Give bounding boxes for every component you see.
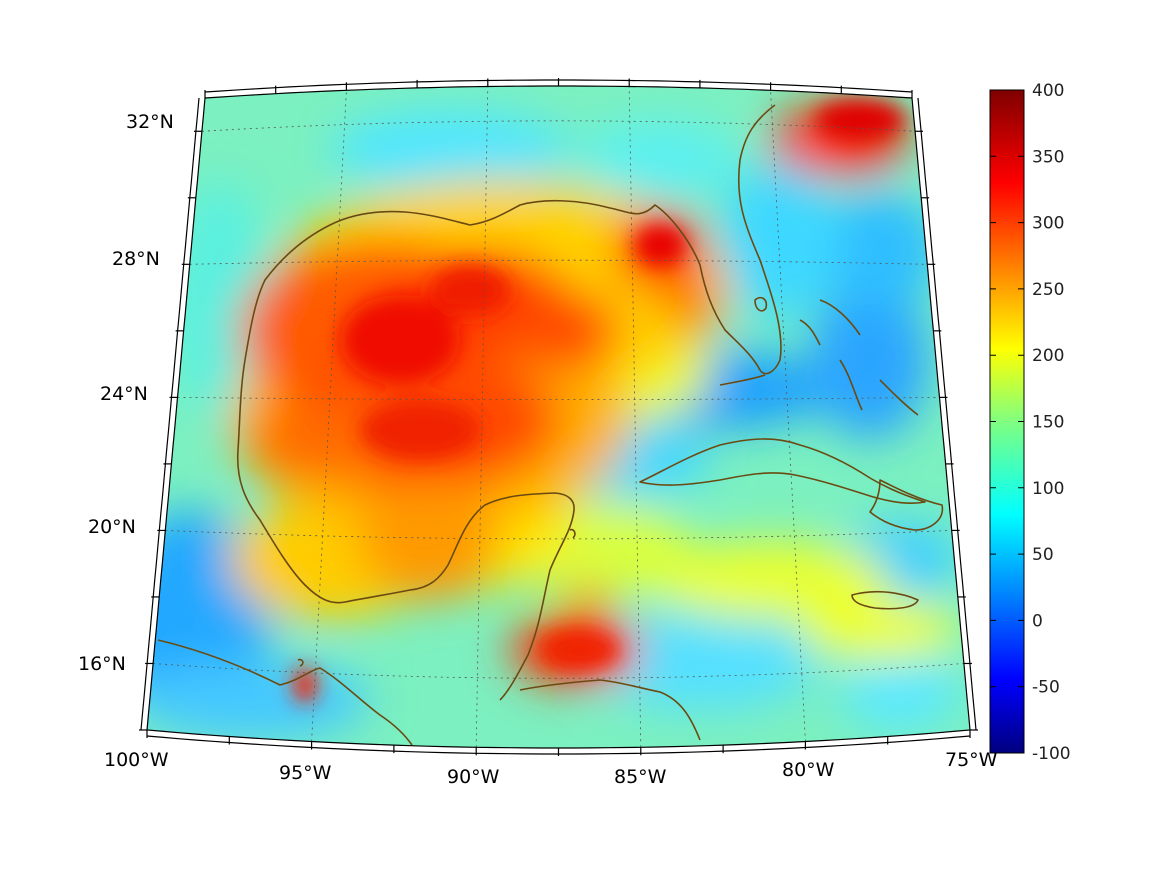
lon-tick-label: 95°W: [279, 762, 332, 784]
colorbar-tick-label: 350: [1032, 147, 1064, 167]
colorbar-tick-label: 400: [1032, 81, 1064, 101]
colorbar-tick-label: -100: [1032, 744, 1071, 764]
coast-us-gulf: [244, 104, 782, 375]
lat-tick-label: 16°N: [78, 653, 126, 675]
graticule-grid: [153, 86, 964, 748]
colorbar-tick-label: 150: [1032, 413, 1064, 433]
parallel-line: [165, 530, 952, 540]
lon-tick-label: 80°W: [782, 759, 835, 781]
lat-tick-label: 32°N: [126, 111, 174, 133]
map-frame: [139, 78, 978, 756]
field-hotspots: [293, 100, 905, 703]
coast-lake: [754, 296, 768, 312]
meridian-line: [628, 86, 642, 748]
latitude-labels: 32°N 28°N 24°N 20°N 16°N: [78, 111, 174, 675]
longitude-labels: 100°W 95°W 90°W 85°W 80°W 75°W: [104, 749, 998, 788]
colorbar-tick-label: 0: [1032, 611, 1043, 631]
coast-honduras: [519, 679, 701, 741]
coast-cozumel: [569, 528, 576, 539]
colorbar-tick-label: 300: [1032, 214, 1064, 234]
lat-tick-label: 24°N: [100, 383, 148, 405]
data-field: [147, 86, 970, 748]
coast-swan-islands: [297, 658, 304, 667]
colorbar-tick-label: -50: [1032, 678, 1060, 698]
coast-hispaniola: [869, 479, 944, 531]
coast-cuba: [639, 438, 926, 504]
meridian-line: [475, 86, 489, 748]
meridian-line: [311, 90, 347, 742]
lon-tick-label: 85°W: [614, 766, 667, 788]
parallel-line: [177, 397, 940, 400]
parallel-line: [201, 120, 916, 132]
lon-tick-label: 75°W: [945, 749, 998, 771]
coast-mexico-gulf: [236, 359, 575, 701]
coast-jamaica: [851, 590, 919, 610]
field-blobs: [147, 105, 960, 740]
lon-tick-label: 100°W: [104, 749, 169, 771]
meridian-line: [770, 90, 806, 742]
colorbar: 400 350 300 250 200 150 100 50 0 -50 -100: [989, 81, 1071, 764]
colorbar-tick-label: 250: [1032, 280, 1064, 300]
coastlines: [157, 104, 944, 746]
colorbar-tick-label: 200: [1032, 346, 1064, 366]
lat-tick-label: 28°N: [112, 248, 160, 270]
colorbar-tick-label: 100: [1032, 479, 1064, 499]
coast-bahamas: [799, 299, 919, 416]
lon-tick-label: 90°W: [447, 766, 500, 788]
colorbar-tick-label: 50: [1032, 545, 1054, 565]
lat-tick-label: 20°N: [88, 516, 136, 538]
coast-central-america: [157, 639, 413, 746]
coast-florida-keys: [719, 374, 766, 386]
